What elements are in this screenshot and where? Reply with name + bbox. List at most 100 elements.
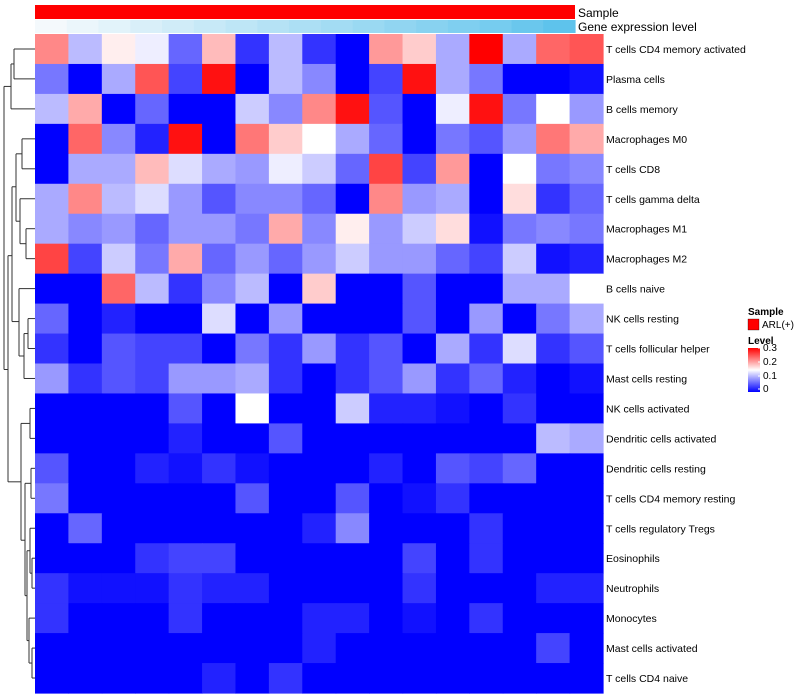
heatmap-cell — [135, 93, 170, 125]
heatmap-cell — [435, 63, 470, 95]
heatmap-cell — [35, 63, 70, 95]
heatmap-cell — [35, 273, 70, 305]
heatmap-cell — [536, 363, 571, 395]
heatmap-cell — [469, 63, 504, 95]
heatmap-cell — [302, 123, 337, 155]
heatmap-cell — [235, 243, 270, 275]
heatmap-cell — [369, 123, 404, 155]
row-label: B cells memory — [606, 104, 679, 116]
heatmap-cell — [35, 213, 70, 245]
heatmap-cell — [469, 363, 504, 395]
heatmap-cell — [569, 273, 604, 305]
heatmap-cell — [369, 34, 404, 65]
heatmap-cell — [101, 423, 136, 454]
heatmap-cell — [369, 243, 404, 275]
heatmap-cell — [168, 543, 203, 574]
heatmap-cell — [502, 303, 537, 335]
heatmap-cell — [569, 34, 604, 65]
heatmap-cell — [235, 303, 270, 335]
gene-expression-cell — [352, 20, 386, 33]
gene-expression-cell — [130, 20, 163, 33]
heatmap-cell — [135, 153, 170, 185]
heatmap-cell — [202, 303, 237, 335]
row-label: T cells regulatory Tregs — [606, 523, 715, 535]
heatmap-cell — [168, 153, 203, 185]
heatmap-cell — [502, 543, 537, 574]
heatmap-cell — [35, 93, 70, 125]
heatmap-cell — [469, 543, 504, 574]
heatmap-cell — [235, 273, 270, 305]
heatmap-cell — [536, 63, 571, 95]
gene-expression-cell — [162, 20, 195, 33]
heatmap-cell — [235, 63, 270, 95]
heatmap-cell — [268, 153, 303, 185]
heatmap-cell — [302, 63, 337, 95]
heatmap-cell — [469, 633, 504, 664]
heatmap-cell — [135, 543, 170, 574]
heatmap-cell — [469, 333, 504, 365]
heatmap-cell — [302, 573, 337, 604]
heatmap-cell — [369, 93, 404, 125]
heatmap-cell — [569, 603, 604, 634]
heatmap-cell — [268, 423, 303, 454]
heatmap-cell — [402, 183, 437, 215]
heatmap-cell — [335, 543, 370, 574]
heatmap-cell — [536, 243, 571, 275]
legend: Sample ARL(+) Level 0.3 0.2 0.1 0 — [747, 307, 794, 395]
heatmap-cell — [369, 633, 404, 664]
heatmap-cell — [435, 213, 470, 245]
heatmap-cell — [302, 363, 337, 395]
level-tick-label: 0.2 — [763, 357, 777, 368]
heatmap-cell — [202, 513, 237, 544]
heatmap-cell — [335, 243, 370, 275]
heatmap-cell — [435, 243, 470, 275]
heatmap-cell — [202, 93, 237, 125]
heatmap-cell — [569, 363, 604, 395]
heatmap-cell — [402, 423, 437, 454]
row-label: T cells follicular helper — [606, 344, 710, 356]
heatmap-cell — [235, 543, 270, 574]
heatmap-cell — [302, 453, 337, 484]
heatmap-cell — [101, 303, 136, 335]
row-label: Neutrophils — [606, 583, 659, 595]
heatmap-cell — [402, 393, 437, 424]
heatmap-cell — [168, 243, 203, 275]
heatmap-cell — [469, 663, 504, 694]
heatmap-cell — [435, 363, 470, 395]
heatmap-cell — [402, 243, 437, 275]
heatmap-cell — [435, 273, 470, 305]
heatmap-cell — [268, 213, 303, 245]
heatmap-cell — [302, 543, 337, 574]
heatmap-cell — [335, 183, 370, 215]
heatmap-cell — [435, 393, 470, 424]
heatmap-cell — [536, 573, 571, 604]
heatmap-cell — [469, 34, 504, 65]
heatmap-cell — [202, 333, 237, 365]
heatmap-cell — [68, 34, 103, 65]
heatmap-cell — [101, 663, 136, 694]
heatmap-cell — [68, 273, 103, 305]
heatmap-cell — [502, 603, 537, 634]
heatmap-cell — [202, 393, 237, 424]
heatmap-cell — [235, 93, 270, 125]
heatmap-cell — [502, 93, 537, 125]
heatmap-cell — [168, 453, 203, 484]
heatmap-cell — [335, 123, 370, 155]
heatmap-cell — [235, 34, 270, 65]
heatmap-cell — [435, 333, 470, 365]
heatmap-cell — [369, 213, 404, 245]
heatmap-cell — [569, 93, 604, 125]
heatmap-cell — [369, 513, 404, 544]
level-tick-label: 0.1 — [763, 371, 777, 382]
heatmap-cell — [235, 513, 270, 544]
heatmap-cell — [235, 213, 270, 245]
heatmap-cell — [536, 123, 571, 155]
heatmap-cell — [536, 393, 571, 424]
heatmap-cell — [168, 363, 203, 395]
heatmap-cell — [268, 183, 303, 215]
heatmap-cell — [268, 333, 303, 365]
heatmap-cell — [235, 633, 270, 664]
heatmap-cell — [268, 483, 303, 514]
heatmap-cell — [369, 63, 404, 95]
